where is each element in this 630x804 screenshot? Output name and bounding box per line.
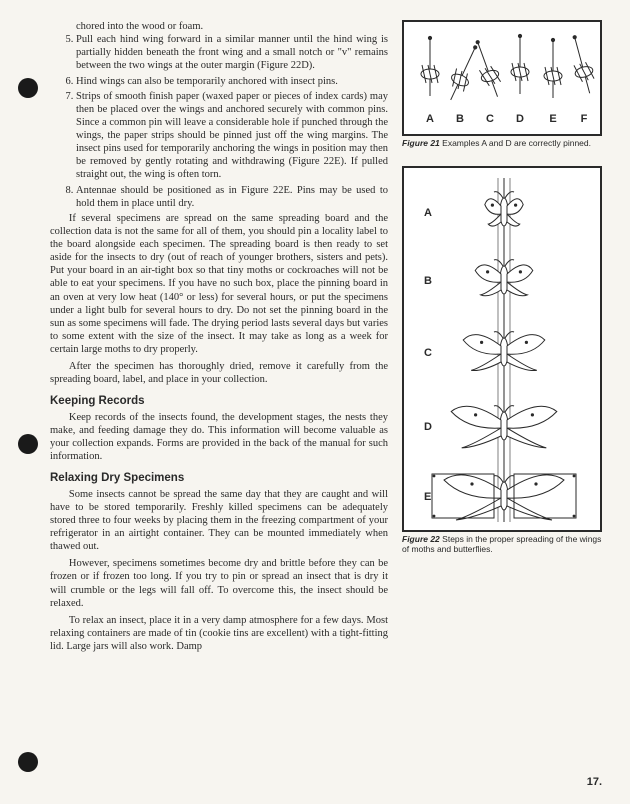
step-item: Strips of smooth finish paper (waxed pap…	[76, 90, 388, 182]
main-text-column: chored into the wood or foam. Pull each …	[50, 20, 388, 657]
body-paragraph: To relax an insect, place it in a very d…	[50, 614, 388, 653]
svg-text:E: E	[424, 491, 431, 503]
figure-22: A B C D E	[402, 166, 602, 532]
svg-text:C: C	[424, 347, 432, 359]
svg-text:C: C	[486, 113, 494, 125]
section-heading-relaxing: Relaxing Dry Specimens	[50, 471, 388, 485]
figure-22-svg: A B C D E	[408, 172, 600, 528]
svg-text:A: A	[426, 113, 434, 125]
punch-hole	[18, 752, 38, 772]
figure-22-caption: Figure 22 Steps in the proper spreading …	[402, 534, 602, 554]
two-column-layout: chored into the wood or foam. Pull each …	[50, 20, 602, 657]
svg-text:E: E	[549, 113, 556, 125]
body-paragraph: Some insects cannot be spread the same d…	[50, 488, 388, 554]
step-item: Antennae should be positioned as in Figu…	[76, 184, 388, 210]
punch-hole	[18, 434, 38, 454]
svg-text:D: D	[516, 113, 524, 125]
svg-text:B: B	[424, 275, 432, 287]
continued-line: chored into the wood or foam.	[50, 20, 388, 33]
page-number: 17.	[587, 776, 602, 790]
body-paragraph: After the specimen has thoroughly dried,…	[50, 360, 388, 386]
body-paragraph: Keep records of the insects found, the d…	[50, 411, 388, 464]
svg-text:A: A	[424, 207, 432, 219]
figure-21: A B C D E F	[402, 20, 602, 136]
figure-21-svg: A B C D E F	[408, 26, 600, 130]
numbered-steps: Pull each hind wing forward in a similar…	[50, 33, 388, 210]
body-paragraph: However, specimens sometimes become dry …	[50, 557, 388, 610]
step-item: Pull each hind wing forward in a similar…	[76, 33, 388, 72]
punch-hole	[18, 78, 38, 98]
svg-text:F: F	[581, 113, 588, 125]
section-heading-records: Keeping Records	[50, 394, 388, 408]
svg-text:B: B	[456, 113, 464, 125]
figure-21-caption: Figure 21 Examples A and D are correctly…	[402, 138, 602, 148]
document-page: chored into the wood or foam. Pull each …	[0, 0, 630, 804]
step-item: Hind wings can also be temporarily ancho…	[76, 75, 388, 88]
body-paragraph: If several specimens are spread on the s…	[50, 212, 388, 356]
svg-text:D: D	[424, 421, 432, 433]
figure-column: A B C D E F Figure 21 Examples A and D are co…	[402, 20, 602, 657]
